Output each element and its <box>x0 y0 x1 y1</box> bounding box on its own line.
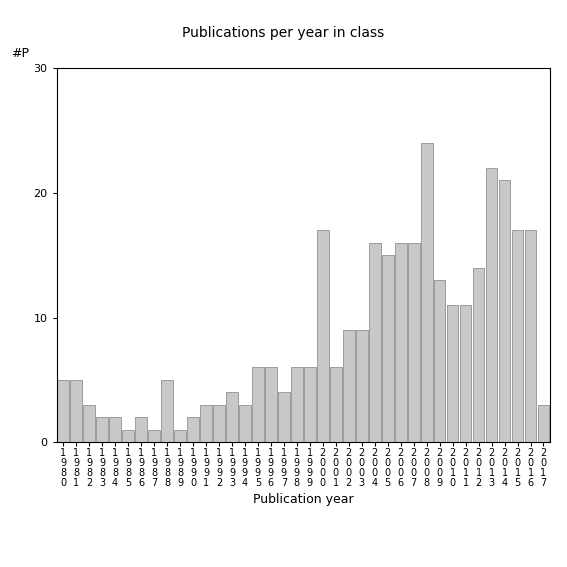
Bar <box>382 255 393 442</box>
Bar <box>447 305 459 442</box>
Bar <box>278 392 290 442</box>
Bar <box>265 367 277 442</box>
Bar <box>96 417 108 442</box>
X-axis label: Publication year: Publication year <box>253 493 354 506</box>
Bar <box>136 417 147 442</box>
Bar <box>200 405 212 442</box>
Bar <box>57 380 69 442</box>
Bar <box>70 380 82 442</box>
Bar <box>395 243 407 442</box>
Bar <box>83 405 95 442</box>
Bar <box>460 305 471 442</box>
Bar <box>356 330 367 442</box>
Bar <box>226 392 238 442</box>
Bar <box>499 180 510 442</box>
Text: #P: #P <box>11 46 29 60</box>
Bar <box>148 430 160 442</box>
Bar <box>122 430 134 442</box>
Bar <box>473 268 484 442</box>
Bar <box>109 417 121 442</box>
Bar <box>161 380 173 442</box>
Bar <box>330 367 342 442</box>
Bar <box>252 367 264 442</box>
Bar <box>343 330 354 442</box>
Bar <box>239 405 251 442</box>
Bar <box>421 143 433 442</box>
Bar <box>369 243 380 442</box>
Bar <box>408 243 420 442</box>
Bar <box>304 367 316 442</box>
Bar <box>174 430 186 442</box>
Bar <box>317 230 329 442</box>
Bar <box>434 280 446 442</box>
Bar <box>486 168 497 442</box>
Bar <box>538 405 549 442</box>
Bar <box>511 230 523 442</box>
Bar <box>187 417 199 442</box>
Text: Publications per year in class: Publications per year in class <box>183 26 384 40</box>
Bar <box>213 405 225 442</box>
Bar <box>524 230 536 442</box>
Bar <box>291 367 303 442</box>
